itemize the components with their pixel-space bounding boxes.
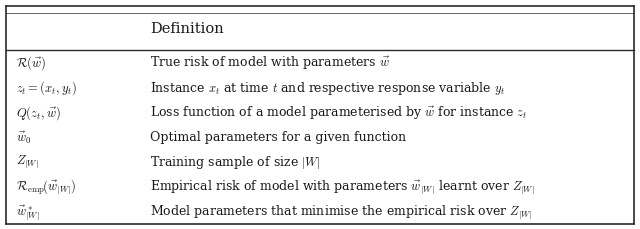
Text: $z_t = (x_t, y_t)$: $z_t = (x_t, y_t)$	[16, 79, 77, 96]
Text: $\vec{w}^*_{|W|}$: $\vec{w}^*_{|W|}$	[16, 202, 40, 222]
Text: $\mathcal{R}_{\mathrm{emp}}\!\left(\vec{w}_{|W|}\right)$: $\mathcal{R}_{\mathrm{emp}}\!\left(\vec{…	[16, 178, 76, 196]
Text: $\vec{w}_0$: $\vec{w}_0$	[16, 129, 31, 145]
Text: Empirical risk of model with parameters $\vec{w}_{|W|}$ learnt over $Z_{|W|}$: Empirical risk of model with parameters …	[150, 178, 535, 196]
Text: $Q(z_t, \vec{w})$: $Q(z_t, \vec{w})$	[16, 104, 61, 121]
Text: $\mathcal{R}(\vec{w})$: $\mathcal{R}(\vec{w})$	[16, 54, 46, 72]
Text: Training sample of size $|W|$: Training sample of size $|W|$	[150, 154, 321, 171]
Text: Definition: Definition	[150, 22, 224, 35]
Text: Model parameters that minimise the empirical risk over $Z_{|W|}$: Model parameters that minimise the empir…	[150, 203, 532, 221]
Text: Optimal parameters for a given function: Optimal parameters for a given function	[150, 131, 406, 144]
Text: $Z_{|W|}$: $Z_{|W|}$	[16, 154, 38, 171]
Text: True risk of model with parameters $\vec{w}$: True risk of model with parameters $\vec…	[150, 54, 390, 71]
Text: Loss function of a model parameterised by $\vec{w}$ for instance $z_t$: Loss function of a model parameterised b…	[150, 104, 528, 121]
Text: Instance $x_t$ at time $t$ and respective response variable $y_t$: Instance $x_t$ at time $t$ and respectiv…	[150, 79, 506, 96]
